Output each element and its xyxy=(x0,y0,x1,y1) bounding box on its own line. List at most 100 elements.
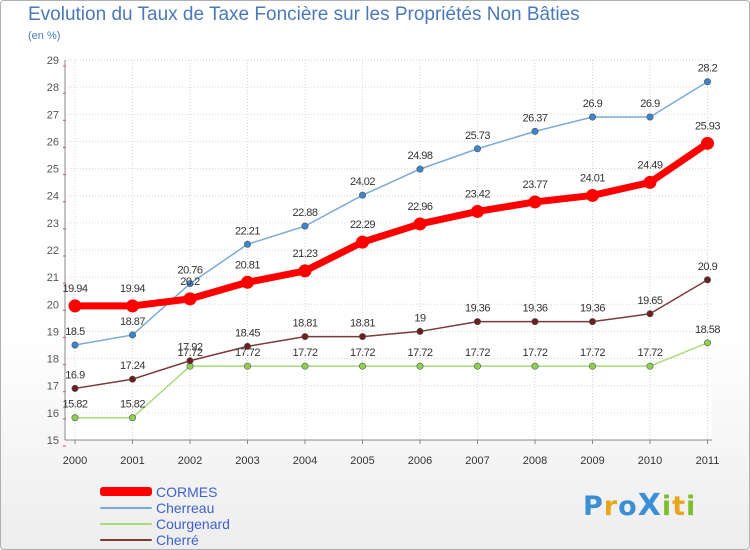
data-label: 24.98 xyxy=(407,150,432,162)
data-label: 24.02 xyxy=(350,176,375,188)
y-tick-label: 24 xyxy=(47,191,59,203)
y-tick-label: 25 xyxy=(47,164,59,176)
series-line-cherré xyxy=(74,279,709,390)
logo-letter: X xyxy=(637,488,662,523)
logo-letter: r xyxy=(603,491,619,522)
data-label: 23.42 xyxy=(465,188,490,200)
data-label: 17.72 xyxy=(292,347,317,359)
data-point xyxy=(244,240,252,248)
data-point xyxy=(531,318,539,326)
data-point xyxy=(416,362,424,370)
data-point xyxy=(358,362,366,370)
data-point xyxy=(473,318,481,326)
data-point xyxy=(71,341,79,349)
series-line-cormes xyxy=(71,139,711,310)
legend-swatch-courgenard xyxy=(100,523,152,525)
data-label: 17.72 xyxy=(407,347,432,359)
data-point xyxy=(703,276,711,284)
data-label: 20.9 xyxy=(698,261,718,273)
y-tick-label: 27 xyxy=(47,109,59,121)
logo-letter: o xyxy=(618,491,638,522)
data-point xyxy=(588,113,596,121)
data-point xyxy=(71,414,79,422)
data-point xyxy=(473,145,481,153)
data-label: 19.94 xyxy=(62,283,87,295)
x-tick-label: 2007 xyxy=(465,455,489,467)
x-tick-label: 2005 xyxy=(350,455,374,467)
data-point xyxy=(701,136,714,150)
data-label: 15.82 xyxy=(62,399,87,411)
data-label: 18.81 xyxy=(292,318,317,330)
chart-title: Evolution du Taux de Taxe Foncière sur l… xyxy=(28,4,580,25)
data-label: 26.37 xyxy=(522,112,547,124)
legend-label-courgenard: Courgenard xyxy=(156,516,230,532)
data-point xyxy=(244,342,252,350)
data-point xyxy=(531,362,539,370)
data-label: 22.96 xyxy=(407,201,432,213)
data-label: 17.92 xyxy=(177,342,202,354)
x-tick-label: 2002 xyxy=(178,455,202,467)
data-point xyxy=(298,264,312,278)
data-point xyxy=(473,362,481,370)
x-tick-label: 2009 xyxy=(580,455,604,467)
data-point xyxy=(244,362,252,370)
x-tick-label: 2001 xyxy=(120,455,144,467)
legend-swatch-cormes xyxy=(100,487,152,496)
y-tick-label: 17 xyxy=(47,381,59,393)
data-labels: 19.94 19.94 20.2 20.81 21.23 22.29 22.96 23.42 2… xyxy=(62,63,720,411)
data-point xyxy=(186,280,194,288)
x-tick-label: 2008 xyxy=(523,455,547,467)
data-point xyxy=(301,362,309,370)
data-point xyxy=(646,113,654,121)
data-point xyxy=(356,235,369,249)
logo-letter: P xyxy=(583,491,604,522)
data-point xyxy=(68,299,82,313)
data-label: 23.77 xyxy=(522,179,547,191)
data-point xyxy=(646,310,654,318)
data-label: 26.9 xyxy=(583,98,603,110)
y-tick-label: 22 xyxy=(47,245,59,257)
logo-letter: t xyxy=(672,491,687,522)
series-line-cherreau xyxy=(74,80,709,346)
legend-swatch-cherreau xyxy=(100,507,152,509)
data-point xyxy=(129,414,137,422)
y-tick-label: 28 xyxy=(47,82,59,94)
y-tick-label: 15 xyxy=(47,435,59,447)
data-point xyxy=(586,188,599,202)
data-label: 25.73 xyxy=(465,130,490,142)
x-tick-label: 2000 xyxy=(63,455,87,467)
data-point xyxy=(588,318,596,326)
data-label: 17.72 xyxy=(177,347,202,359)
data-label: 19.94 xyxy=(120,283,145,295)
data-point xyxy=(358,191,366,199)
legend-label-cherre: Cherré xyxy=(156,532,199,548)
data-label: 19.65 xyxy=(637,295,662,307)
data-label: 17.72 xyxy=(580,347,605,359)
data-point xyxy=(646,362,654,370)
data-point xyxy=(358,333,366,341)
y-tick-label: 20 xyxy=(47,299,59,311)
data-point xyxy=(129,331,137,339)
data-label: 18.87 xyxy=(120,316,145,328)
plot-area xyxy=(65,60,712,440)
data-label: 17.72 xyxy=(235,347,260,359)
x-tick-label: 2011 xyxy=(696,455,720,467)
data-label: 20.2 xyxy=(180,276,200,288)
proxiti-logo[interactable]: ProXiti xyxy=(583,488,696,523)
data-label: 17.24 xyxy=(120,360,145,372)
data-label: 19 xyxy=(414,312,426,324)
data-point xyxy=(413,217,427,231)
data-point xyxy=(416,165,424,173)
data-point xyxy=(703,339,711,347)
y-tick-label: 21 xyxy=(47,272,59,284)
y-unit-label: (en %) xyxy=(28,30,61,42)
data-point xyxy=(416,327,424,335)
data-point xyxy=(643,175,657,189)
data-label: 17.72 xyxy=(465,347,490,359)
data-point xyxy=(301,222,309,230)
data-label: 18.5 xyxy=(65,326,85,338)
data-label: 22.29 xyxy=(350,219,375,231)
data-point xyxy=(183,292,197,306)
data-point xyxy=(126,299,139,313)
data-label: 24.49 xyxy=(637,159,662,171)
